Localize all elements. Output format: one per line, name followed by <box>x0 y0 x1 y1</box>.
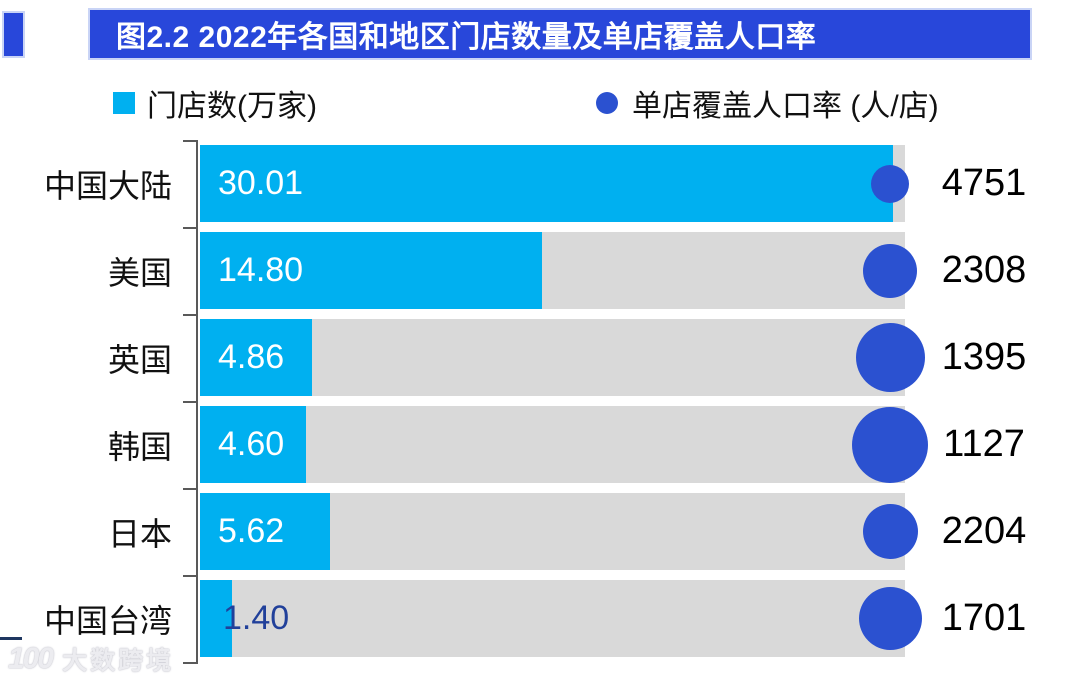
bar-value-label: 5.62 <box>218 512 285 550</box>
category-label: 中国台湾 <box>43 602 172 639</box>
watermark: 100 大数跨境 <box>8 641 174 677</box>
axis-tick <box>183 227 198 229</box>
coverage-value-label: 1127 <box>943 423 1025 465</box>
coverage-circle <box>852 406 928 483</box>
accent-square <box>2 11 25 58</box>
bottom-dash <box>0 637 22 640</box>
coverage-value-label: 1395 <box>941 336 1027 378</box>
legend-item-coverage: 单店覆盖人口率 (人/店) <box>596 78 939 128</box>
axis-tick <box>183 488 198 490</box>
category-label: 韩国 <box>107 428 172 465</box>
chart-row-uk: 英国 4.86 1395 <box>0 314 1080 401</box>
bar-track: 4.86 <box>200 319 905 396</box>
store-count-bar <box>200 580 233 657</box>
category-label: 美国 <box>107 254 172 291</box>
store-count-bar <box>200 319 313 396</box>
legend-item-store-count: 门店数(万家) <box>113 78 317 128</box>
bar-value-label: 1.40 <box>223 599 290 637</box>
chart-row-taiwan: 中国台湾 1.40 1701 <box>0 575 1080 662</box>
legend: 门店数(万家) 单店覆盖人口率 (人/店) <box>0 78 1080 128</box>
coverage-circle <box>862 504 918 559</box>
chart-row-china-mainland: 中国大陆 30.01 4751 <box>0 140 1080 227</box>
coverage-value-label: 2308 <box>941 249 1027 291</box>
axis-tick <box>183 140 198 142</box>
watermark-text: 大数跨境 <box>62 647 175 675</box>
chart-row-japan: 日本 5.62 2204 <box>0 488 1080 575</box>
bar-chart: 中国大陆 30.01 4751 美国 14.80 2308 英国 4.86 13… <box>0 140 1080 662</box>
category-label: 英国 <box>107 341 172 378</box>
bar-track: 1.40 <box>200 580 905 657</box>
coverage-circle <box>855 323 925 392</box>
bar-value-label: 30.01 <box>218 164 304 202</box>
coverage-value-label: 1701 <box>941 597 1027 639</box>
coverage-value-label: 2204 <box>941 510 1027 552</box>
axis-tick <box>183 575 198 577</box>
axis-tick <box>183 662 198 664</box>
bar-value-label: 4.60 <box>218 425 285 463</box>
watermark-logo-icon: 100 <box>8 642 54 675</box>
store-count-bar <box>200 145 893 222</box>
bar-value-label: 4.86 <box>218 338 285 376</box>
coverage-circle <box>858 587 922 650</box>
bar-track: 5.62 <box>200 493 905 570</box>
legend-label: 单店覆盖人口率 (人/店) <box>632 90 939 123</box>
category-axis <box>183 140 198 664</box>
bar-track: 4.60 <box>200 406 905 483</box>
legend-label: 门店数(万家) <box>147 90 317 123</box>
legend-square-swatch-icon <box>113 92 135 114</box>
axis-tick <box>183 401 198 403</box>
coverage-value-label: 4751 <box>941 162 1027 204</box>
chart-row-usa: 美国 14.80 2308 <box>0 227 1080 314</box>
bar-track: 30.01 <box>200 145 905 222</box>
store-count-bar <box>200 406 307 483</box>
legend-circle-swatch-icon <box>596 92 618 114</box>
store-count-bar <box>200 493 330 570</box>
category-label: 中国大陆 <box>43 167 172 204</box>
coverage-circle <box>863 243 917 298</box>
axis-tick <box>183 314 198 316</box>
coverage-circle <box>871 164 909 203</box>
bar-value-label: 14.80 <box>218 251 304 289</box>
category-label: 日本 <box>107 515 172 552</box>
chart-title: 图2.2 2022年各国和地区门店数量及单店覆盖人口率 <box>116 21 817 54</box>
store-count-bar <box>200 232 542 309</box>
chart-row-korea: 韩国 4.60 1127 <box>0 401 1080 488</box>
chart-title-bar: 图2.2 2022年各国和地区门店数量及单店覆盖人口率 <box>88 8 1032 60</box>
bar-track: 14.80 <box>200 232 905 309</box>
